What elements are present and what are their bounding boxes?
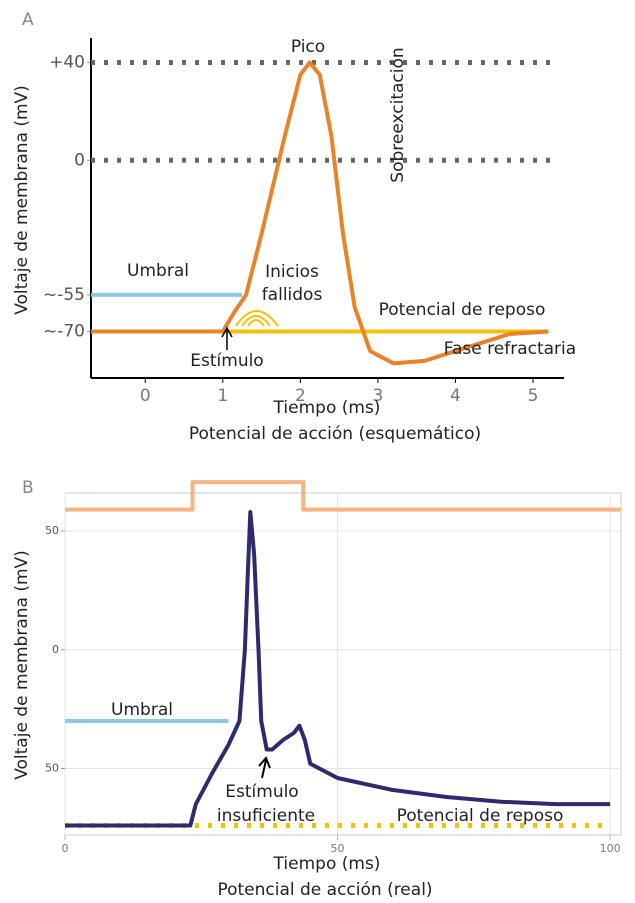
chart-title: Potencial de acción (real) [217,880,432,900]
y-tick-label: +40 [49,52,85,72]
x-tick-label: 5 [528,386,539,406]
y-tick-label: 50 [45,524,59,537]
annotation: Fase refractaria [444,339,576,359]
plot-frame [64,492,622,836]
panel-label: B [22,478,34,498]
chart-title: Potencial de acción (esquemático) [189,424,481,444]
annotation: Potencial de reposo [397,806,564,826]
series-line [91,60,549,366]
y-tick-label: 0 [74,150,85,170]
annotation: Potencial de reposo [379,300,546,320]
series-line [65,480,621,512]
x-tick-label: 2 [295,386,306,406]
x-tick-label: 1 [217,386,228,406]
x-tick-label: 100 [600,842,621,855]
annotation: Inicios [265,262,319,282]
x-axis-label: Tiempo (ms) [273,854,381,874]
y-tick-label: 0 [52,643,59,656]
y-tick-label: ~-55 [43,285,85,305]
annotation: Estímulo [190,351,263,371]
panel-label: A [22,10,34,30]
x-tick-label: 50 [331,842,345,855]
annotation: Pico [291,37,325,57]
arrow [221,326,233,350]
annotation: fallidos [262,285,323,305]
y-tick-label: ~-70 [43,322,85,342]
x-tick-label: 0 [62,842,69,855]
y-axis-label: Voltaje de membrana (mV) [12,550,32,780]
y-axis-label: Voltaje de membrana (mV) [12,85,32,315]
y-tick-label: 50 [45,762,59,775]
annotation: Estímulo [225,782,298,802]
annotation: Sobreexcitación [388,47,408,182]
x-tick-label: 3 [372,386,383,406]
series-line [65,510,611,828]
x-axis-label: Tiempo (ms) [273,398,381,418]
x-tick-label: 0 [140,386,151,406]
annotation: insuficiente [217,806,315,826]
failed-starts [235,310,279,327]
arrow [258,756,271,779]
annotation: Umbral [127,261,189,281]
annotation: Umbral [111,700,173,720]
x-tick-label: 4 [450,386,461,406]
